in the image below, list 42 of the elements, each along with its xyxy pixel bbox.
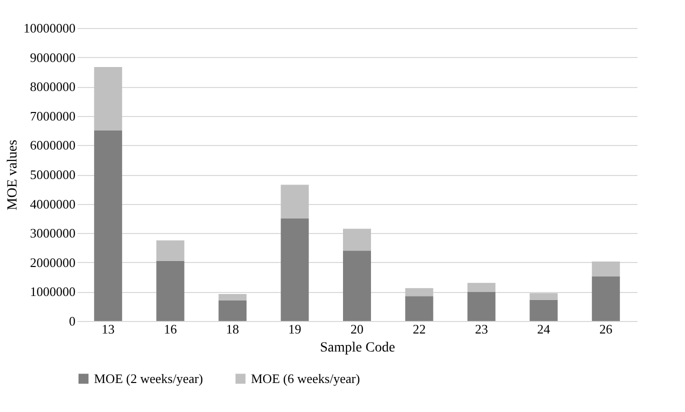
legend-label: MOE (2 weeks/year)	[94, 370, 204, 386]
bar	[280, 218, 309, 321]
y-tick-label: 0	[69, 314, 76, 328]
x-tick-label: 22	[412, 322, 426, 336]
y-tick-label: 7000000	[30, 108, 76, 124]
x-tick-label: 24	[537, 322, 551, 336]
x-tick-label: 18	[226, 322, 240, 336]
bar	[218, 300, 247, 321]
y-tick-label: 6000000	[30, 138, 76, 153]
bar	[467, 292, 496, 321]
x-tick-label: 20	[350, 322, 364, 336]
bar	[405, 288, 434, 296]
y-tick-label: 9000000	[30, 50, 76, 65]
y-tick-label: 3000000	[30, 226, 76, 241]
bar	[530, 300, 558, 321]
bar	[156, 260, 184, 321]
bar	[405, 296, 434, 321]
y-tick-label: 8000000	[30, 79, 76, 94]
bar	[592, 276, 620, 321]
bar	[218, 294, 247, 300]
y-tick-label: 2000000	[30, 254, 76, 270]
x-tick-label: 16	[164, 322, 178, 336]
x-tick-label: 26	[599, 322, 613, 336]
bar	[592, 262, 620, 276]
x-axis-title: Sample Code	[320, 340, 396, 356]
y-tick-label: 5000000	[30, 167, 76, 182]
y-tick-label: 1000000	[30, 284, 76, 300]
bar	[343, 228, 371, 251]
bar	[343, 250, 371, 321]
bar	[530, 293, 558, 300]
bar	[94, 66, 122, 131]
bar	[156, 240, 184, 261]
y-tick-label: 4000000	[30, 196, 76, 212]
x-tick-label: 13	[102, 322, 115, 336]
bar	[280, 184, 309, 218]
y-axis-title: MOE values	[6, 140, 20, 210]
x-tick-label: 23	[474, 322, 488, 336]
bar	[467, 282, 496, 292]
y-tick-label: 10000000	[24, 20, 76, 36]
bar	[94, 130, 122, 321]
legend-label: MOE (6 weeks/year)	[251, 370, 360, 386]
x-tick-label: 19	[288, 322, 302, 336]
